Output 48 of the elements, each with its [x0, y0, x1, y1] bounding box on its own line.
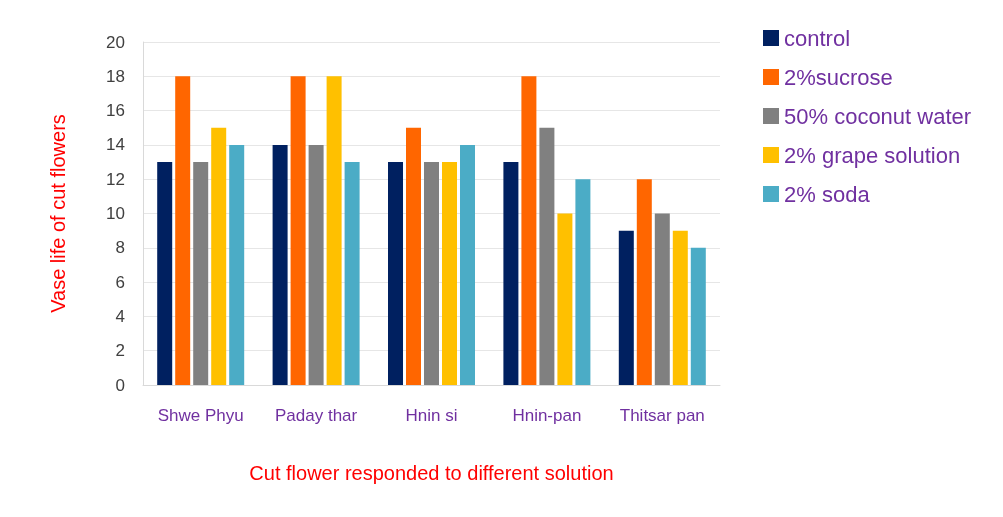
y-tick-label: 4 — [115, 306, 125, 326]
bar — [388, 162, 403, 385]
bar — [539, 127, 555, 385]
y-tick-label: 14 — [106, 135, 125, 155]
bar — [211, 127, 227, 385]
bar — [175, 76, 191, 385]
legend-label: 2% soda — [784, 181, 871, 207]
x-tick-label: Hnin si — [405, 406, 458, 425]
y-tick-label: 0 — [115, 375, 125, 395]
y-tick-label: 18 — [106, 66, 125, 86]
bar — [618, 230, 634, 385]
bar — [326, 76, 342, 385]
bar — [406, 127, 421, 385]
bar — [557, 213, 573, 385]
bar — [690, 247, 706, 385]
x-tick-label: Hnin-pan — [512, 406, 582, 425]
y-tick-label: 20 — [106, 32, 125, 52]
x-tick-label: Thitsar pan — [619, 406, 705, 425]
y-tick-label: 8 — [115, 238, 125, 258]
y-axis-title: Vase life of cut flowers — [47, 114, 69, 313]
y-tick-label: 12 — [106, 169, 125, 189]
legend-label: 2% grape solution — [784, 142, 961, 168]
y-tick-label: 10 — [106, 204, 125, 223]
x-axis-title: Cut flower responded to different solution — [249, 462, 614, 484]
legend-label: control — [784, 25, 851, 51]
y-tick-label: 2 — [115, 341, 125, 361]
bar — [193, 162, 209, 385]
bar — [344, 162, 360, 385]
bar — [503, 162, 519, 385]
bar — [575, 179, 591, 385]
legend-label: 50% coconut water — [784, 103, 972, 129]
bar — [442, 162, 457, 385]
bar — [654, 213, 670, 385]
bar — [636, 179, 652, 385]
y-tick-label: 16 — [106, 101, 125, 121]
bar — [290, 76, 306, 385]
y-tick-label: 6 — [115, 272, 125, 292]
bar — [424, 162, 439, 385]
bar — [157, 162, 173, 385]
bar — [272, 144, 288, 385]
bar — [229, 144, 245, 385]
bar — [460, 144, 475, 385]
bar — [308, 144, 324, 385]
legend-label: 2%sucrose — [784, 64, 893, 90]
x-tick-label: Paday thar — [274, 406, 358, 425]
bar — [521, 76, 537, 385]
bar — [672, 230, 688, 385]
x-tick-label: Shwe Phyu — [157, 406, 244, 425]
